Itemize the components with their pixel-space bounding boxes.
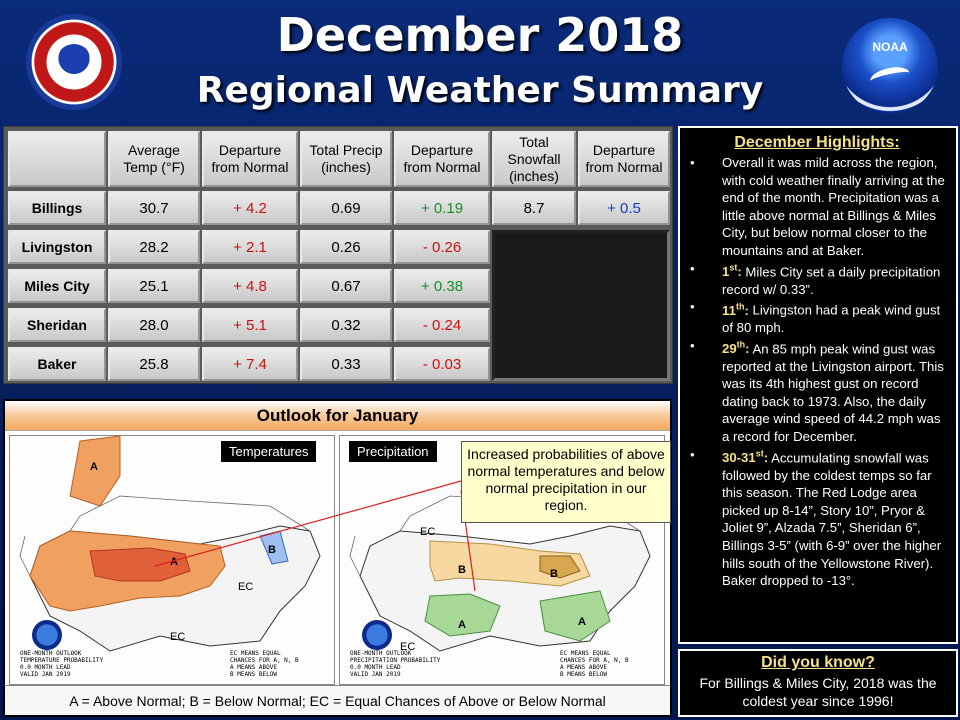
noaa-bird-icon (868, 64, 912, 90)
avg-temp-value: 25.8 (108, 347, 200, 381)
avg-temp-value: 28.2 (108, 230, 200, 264)
did-you-know-text: For Billings & Miles City, 2018 was the … (699, 675, 937, 709)
highlights-title: December Highlights: (734, 134, 900, 151)
precip-map-label-b: B (458, 564, 466, 576)
highlight-date: 11th: (722, 301, 749, 318)
highlight-date: 1st: (722, 262, 742, 279)
precip-departure-value: - 0.03 (394, 347, 490, 381)
precip-value: 0.33 (300, 347, 392, 381)
nws-logo (26, 14, 122, 110)
outlook-callout: Increased probabilities of above normal … (461, 441, 671, 523)
precip-departure-value: + 0.38 (394, 269, 490, 303)
january-outlook: Outlook for January Temperatures A A B E… (3, 399, 672, 717)
climate-table: Average Temp (°F) Departure from Normal … (3, 126, 673, 384)
temperature-outlook-map: Temperatures A A B EC EC ONE-MONTH OUTLO… (9, 435, 335, 685)
row-station: Livingston (8, 230, 106, 264)
precip-map-label-b: B (550, 568, 558, 580)
precip-map-label-a: A (458, 619, 466, 631)
temp-map-note: ONE-MONTH OUTLOOK TEMPERATURE PROBABILIT… (20, 650, 104, 678)
snow-departure-value: + 0.5 (578, 191, 670, 225)
precip-map-legend: EC MEANS EQUAL CHANCES FOR A, N, B A MEA… (560, 650, 629, 678)
temp-map-label-ec: EC (170, 631, 186, 643)
did-you-know-title: Did you know? (761, 654, 875, 671)
precip-value: 0.69 (300, 191, 392, 225)
row-station: Baker (8, 347, 106, 381)
avg-temp-value: 30.7 (108, 191, 200, 225)
row-station: Sheridan (8, 308, 106, 342)
highlight-date: 29th: (722, 339, 750, 357)
highlight-text: Accumulating snowfall was followed by th… (722, 450, 942, 589)
highlights-list: Overall it was mild across the region, w… (686, 154, 948, 590)
outlook-title: Outlook for January (5, 401, 670, 431)
list-item: 11th: Livingston had a peak wind gust of… (686, 298, 948, 337)
precip-map-label-ec: EC (400, 641, 416, 653)
temperatures-label: Temperatures (220, 440, 318, 463)
list-item: Overall it was mild across the region, w… (686, 154, 948, 260)
precip-value: 0.32 (300, 308, 392, 342)
temp-departure-value: + 5.1 (202, 308, 298, 342)
precip-map-note: ONE-MONTH OUTLOOK PRECIPITATION PROBABIL… (350, 650, 441, 678)
highlight-text: Miles City set a daily precipitation rec… (722, 263, 941, 297)
precip-map-label-ec: EC (420, 526, 436, 538)
list-item: 29th: An 85 mph peak wind gust was repor… (686, 337, 948, 446)
snowfall-blank-area (492, 230, 670, 381)
header-total-precip: Total Precip (inches) (300, 131, 392, 187)
precip-departure-value: + 0.19 (394, 191, 490, 225)
header-precip-departure: Departure from Normal (394, 131, 490, 187)
header-avg-temp: Average Temp (°F) (108, 131, 200, 187)
list-item: 1st: Miles City set a daily precipitatio… (686, 260, 948, 299)
avg-temp-value: 25.1 (108, 269, 200, 303)
noaa-small-logo (362, 620, 392, 650)
temp-departure-value: + 4.2 (202, 191, 298, 225)
header-snow-departure: Departure from Normal (578, 131, 670, 187)
precip-departure-value: - 0.24 (394, 308, 490, 342)
snowfall-value: 8.7 (492, 191, 576, 225)
temp-map-legend: EC MEANS EQUAL CHANCES FOR A, N, B A MEA… (230, 650, 299, 678)
highlight-text: Overall it was mild across the region, w… (722, 155, 945, 258)
highlight-text: Livingston had a peak wind gust of 80 mp… (722, 302, 941, 336)
highlight-date: 30-31st: (722, 448, 769, 466)
nws-logo-icon (56, 44, 92, 80)
precip-value: 0.67 (300, 269, 392, 303)
page-subtitle: Regional Weather Summary (196, 70, 764, 111)
avg-temp-value: 28.0 (108, 308, 200, 342)
outlook-legend: A = Above Normal; B = Below Normal; EC =… (5, 685, 670, 715)
temp-departure-value: + 4.8 (202, 269, 298, 303)
december-highlights: December Highlights: Overall it was mild… (678, 126, 958, 644)
temp-map-label-a: A (90, 461, 98, 473)
table-corner (8, 131, 106, 187)
header-total-snowfall: Total Snowfall (inches) (492, 131, 576, 187)
temp-departure-value: + 7.4 (202, 347, 298, 381)
list-item: 30-31st: Accumulating snowfall was follo… (686, 446, 948, 590)
page-title: December 2018 (276, 8, 684, 62)
temp-map-label-ec: EC (238, 581, 254, 593)
did-you-know: Did you know? For Billings & Miles City,… (678, 649, 958, 717)
noaa-logo-text: NOAA (872, 40, 908, 54)
noaa-small-logo (32, 620, 62, 650)
noaa-logo: NOAA (842, 18, 938, 114)
temp-map-label-b: B (268, 544, 276, 556)
row-station: Miles City (8, 269, 106, 303)
header-temp-departure: Departure from Normal (202, 131, 298, 187)
temp-map-label-a: A (170, 556, 178, 568)
precip-map-label-a: A (578, 616, 586, 628)
temp-departure-value: + 2.1 (202, 230, 298, 264)
highlight-text: An 85 mph peak wind gust was reported at… (722, 341, 944, 445)
precip-value: 0.26 (300, 230, 392, 264)
row-station: Billings (8, 191, 106, 225)
precipitation-label: Precipitation (348, 440, 438, 463)
precip-departure-value: - 0.26 (394, 230, 490, 264)
